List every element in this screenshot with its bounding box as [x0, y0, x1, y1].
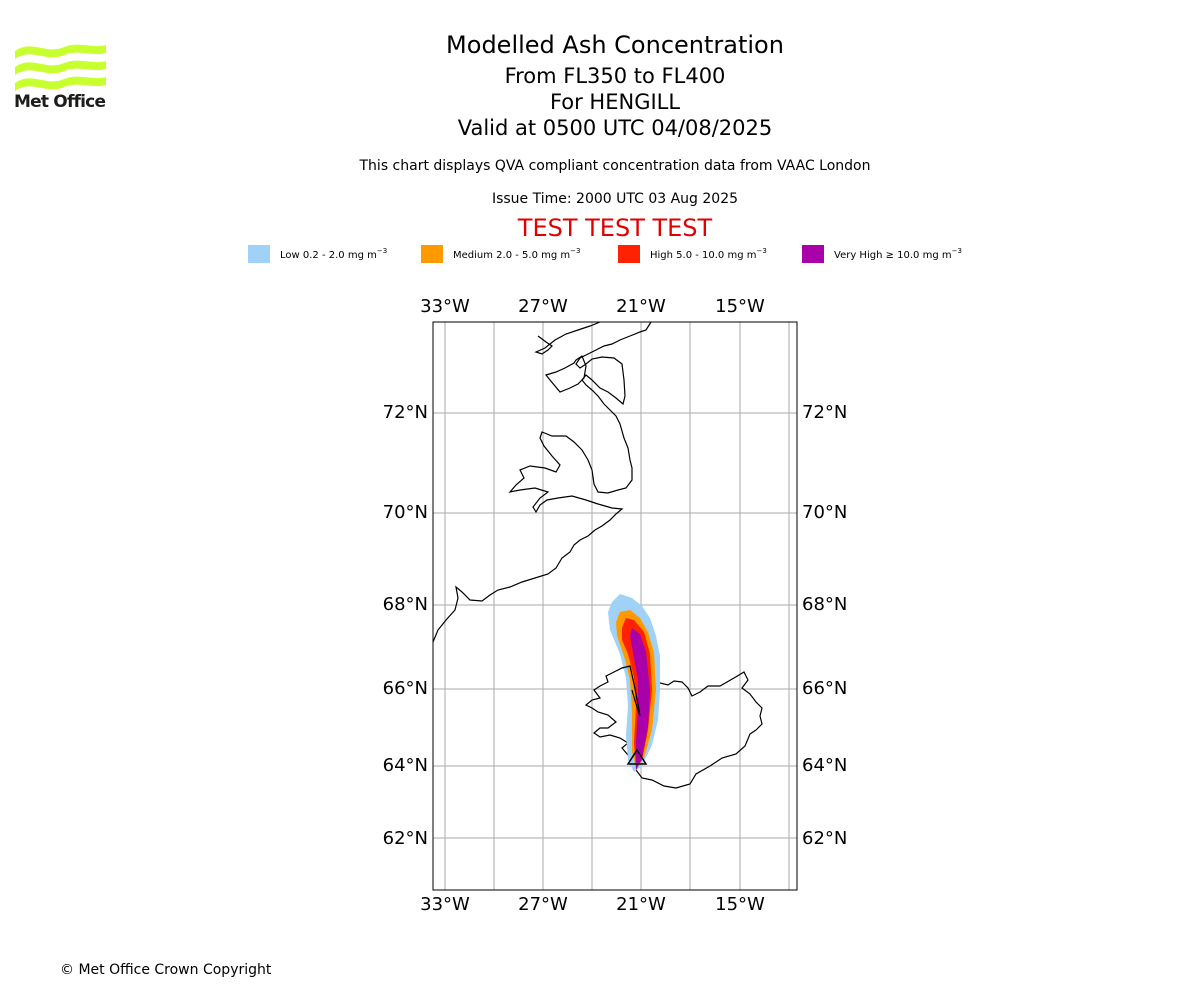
greenland-coastline	[432, 321, 652, 643]
lon-ticks-top: 33°W 27°W 21°W 15°W	[420, 296, 765, 317]
lon-tick-top-27w: 27°W	[518, 296, 568, 317]
volcano-name: For HENGILL	[549, 90, 681, 114]
legend-item-low: Low 0.2 - 2.0 mg m−3	[248, 244, 387, 264]
lat-tick-right-70n: 70°N	[802, 502, 847, 523]
legend-label-medium: Medium 2.0 - 5.0 mg m	[453, 250, 571, 261]
compliance-note: This chart displays QVA compliant concen…	[359, 158, 871, 174]
legend-item-high: High 5.0 - 10.0 mg m−3	[618, 244, 767, 264]
logo-text: Met Office	[14, 92, 106, 112]
legend-swatch-medium	[421, 245, 443, 263]
lat-tick-left-62n: 62°N	[383, 828, 428, 849]
legend-exp-high: −3	[756, 247, 767, 255]
legend-label-very-high: Very High ≥ 10.0 mg m	[834, 250, 952, 261]
legend-item-medium: Medium 2.0 - 5.0 mg m−3	[421, 244, 580, 264]
flight-level: From FL350 to FL400	[504, 64, 726, 88]
volcano-triangle-icon	[626, 748, 648, 765]
valid-time: Valid at 0500 UTC 04/08/2025	[457, 116, 773, 140]
lat-tick-right-64n: 64°N	[802, 755, 847, 776]
legend-exp-very-high: −3	[951, 247, 962, 255]
ash-very-high	[630, 628, 650, 770]
legend-exp-medium: −3	[570, 247, 581, 255]
lat-tick-right-68n: 68°N	[802, 594, 847, 615]
legend-swatch-low	[248, 245, 270, 263]
legend-swatch-high	[618, 245, 640, 263]
lat-tick-left-70n: 70°N	[383, 502, 428, 523]
lon-tick-top-33w: 33°W	[420, 296, 470, 317]
lon-tick-top-15w: 15°W	[715, 296, 765, 317]
lat-tick-left-68n: 68°N	[383, 594, 428, 615]
legend-swatch-very-high	[802, 245, 824, 263]
legend-exp-low: −3	[376, 247, 388, 255]
legend: Low 0.2 - 2.0 mg m−3 Medium 2.0 - 5.0 mg…	[0, 244, 1200, 264]
graticule	[433, 322, 797, 890]
met-office-logo	[15, 44, 106, 91]
lon-tick-top-21w: 21°W	[616, 296, 666, 317]
lat-tick-left-64n: 64°N	[383, 755, 428, 776]
map-frame	[432, 321, 798, 891]
ash-map: 33°W 27°W 21°W 15°W 33°W 27°W 21°W 15°W …	[383, 296, 848, 915]
legend-label-high: High 5.0 - 10.0 mg m	[650, 250, 757, 261]
iceland-sw-overlay	[621, 665, 641, 717]
lon-tick-bottom-15w: 15°W	[715, 894, 765, 915]
lat-tick-right-62n: 62°N	[802, 828, 847, 849]
copyright: © Met Office Crown Copyright	[60, 962, 272, 978]
lat-ticks-right: 72°N 70°N 68°N 66°N 64°N 62°N	[802, 402, 847, 849]
iceland-coastline	[584, 664, 763, 789]
lat-ticks-left: 72°N 70°N 68°N 66°N 64°N 62°N	[383, 402, 428, 849]
lat-tick-left-72n: 72°N	[383, 402, 428, 423]
issue-time: Issue Time: 2000 UTC 03 Aug 2025	[491, 191, 739, 207]
legend-item-very-high: Very High ≥ 10.0 mg m−3	[802, 244, 962, 264]
lon-tick-bottom-21w: 21°W	[616, 894, 666, 915]
lat-tick-right-72n: 72°N	[802, 402, 847, 423]
lon-tick-bottom-33w: 33°W	[420, 894, 470, 915]
lat-tick-right-66n: 66°N	[802, 678, 847, 699]
lon-tick-bottom-27w: 27°W	[518, 894, 568, 915]
lon-ticks-bottom: 33°W 27°W 21°W 15°W	[420, 894, 765, 915]
test-banner: TEST TEST TEST	[517, 214, 713, 242]
legend-label-low: Low 0.2 - 2.0 mg m	[280, 250, 377, 261]
lat-tick-left-66n: 66°N	[383, 678, 428, 699]
chart-title: Modelled Ash Concentration	[446, 31, 784, 59]
